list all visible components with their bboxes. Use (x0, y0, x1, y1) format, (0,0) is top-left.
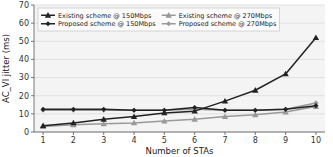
legend-label: Proposed scheme @ 270Mbps (179, 20, 277, 28)
data-point (313, 103, 318, 108)
tick-mark (194, 132, 195, 135)
tick-label: 1 (41, 136, 46, 145)
legend-marker (165, 12, 171, 18)
tick-label: 4 (131, 136, 136, 145)
series-line (43, 107, 316, 127)
tick-mark (255, 132, 256, 135)
tick-mark (31, 23, 34, 24)
chart: 0 10 20 30 40 50 60 70 1 2 3 4 5 6 7 8 9 10 Number of STAs… (0, 0, 333, 157)
tick-label: 9 (283, 136, 288, 145)
tick-label: 5 (162, 136, 167, 145)
tick-mark (31, 77, 34, 78)
data-point (131, 120, 137, 126)
data-point (40, 122, 46, 128)
x-axis-label: Number of STAs (146, 146, 214, 156)
tick-label: 40 (19, 55, 29, 64)
data-point (71, 108, 76, 113)
data-point (131, 113, 137, 119)
legend-label: Existing scheme @ 150Mbps (58, 12, 152, 20)
data-point (131, 108, 136, 113)
data-point (252, 87, 258, 93)
legend-label: Proposed scheme @ 150Mbps (58, 20, 156, 28)
tick-label: 2 (71, 136, 76, 145)
tick-label: 30 (19, 73, 29, 82)
data-point (101, 107, 106, 112)
tick-label: 10 (311, 136, 321, 145)
grid-line (34, 5, 325, 6)
tick-label: 0 (24, 128, 29, 137)
tick-mark (103, 132, 104, 135)
grid-line (34, 132, 325, 133)
y-axis-label: AC_VI jitter (ms) (1, 34, 11, 103)
data-point (222, 113, 228, 119)
series-line (43, 103, 316, 110)
tick-label: 6 (192, 136, 197, 145)
tick-mark (134, 132, 135, 135)
data-point (283, 107, 288, 112)
data-point (253, 108, 258, 113)
data-point (282, 71, 288, 77)
legend-label: Existing scheme @ 270Mbps (179, 12, 273, 20)
tick-mark (315, 132, 316, 135)
data-point (40, 107, 45, 112)
data-point (222, 108, 227, 113)
data-point (222, 98, 228, 104)
legend-marker (45, 21, 50, 26)
legend-marker (45, 12, 51, 18)
grid-line (34, 77, 325, 78)
series-line (43, 38, 316, 126)
legend: Existing scheme @ 150MbpsProposed scheme… (38, 8, 279, 31)
data-point (101, 116, 107, 122)
y-axis-line (34, 5, 35, 132)
tick-label: 20 (19, 92, 29, 101)
data-point (70, 120, 76, 126)
data-point (191, 116, 197, 122)
legend-marker (166, 21, 171, 26)
tick-label: 3 (101, 136, 106, 145)
tick-mark (31, 113, 34, 114)
tick-label: 50 (19, 37, 29, 46)
tick-mark (285, 132, 286, 135)
grid-line (34, 59, 325, 60)
tick-label: 10 (19, 110, 29, 119)
data-point (40, 108, 45, 113)
tick-mark (31, 132, 34, 133)
series-line (43, 106, 316, 111)
plot-area (40, 34, 319, 129)
tick-mark (31, 41, 34, 42)
tick-mark (31, 95, 34, 96)
grid-line (34, 95, 325, 96)
grid-line (34, 113, 325, 114)
data-point (161, 118, 167, 124)
tick-mark (73, 132, 74, 135)
plot-background (34, 5, 325, 132)
tick-label: 8 (253, 136, 258, 145)
data-point (253, 108, 258, 113)
tick-mark (43, 132, 44, 135)
data-point (191, 108, 197, 114)
data-point (313, 34, 319, 40)
data-point (131, 108, 136, 113)
tick-mark (31, 5, 34, 6)
tick-label: 70 (19, 1, 29, 10)
data-point (101, 108, 106, 113)
tick-label: 60 (19, 19, 29, 28)
grid-line (34, 41, 325, 42)
data-point (161, 110, 167, 116)
x-axis-line (34, 132, 325, 133)
data-point (222, 108, 227, 113)
tick-mark (31, 59, 34, 60)
tick-label: 7 (222, 136, 227, 145)
tick-mark (164, 132, 165, 135)
legend-frame (38, 8, 279, 31)
tick-mark (224, 132, 225, 135)
data-point (71, 107, 76, 112)
